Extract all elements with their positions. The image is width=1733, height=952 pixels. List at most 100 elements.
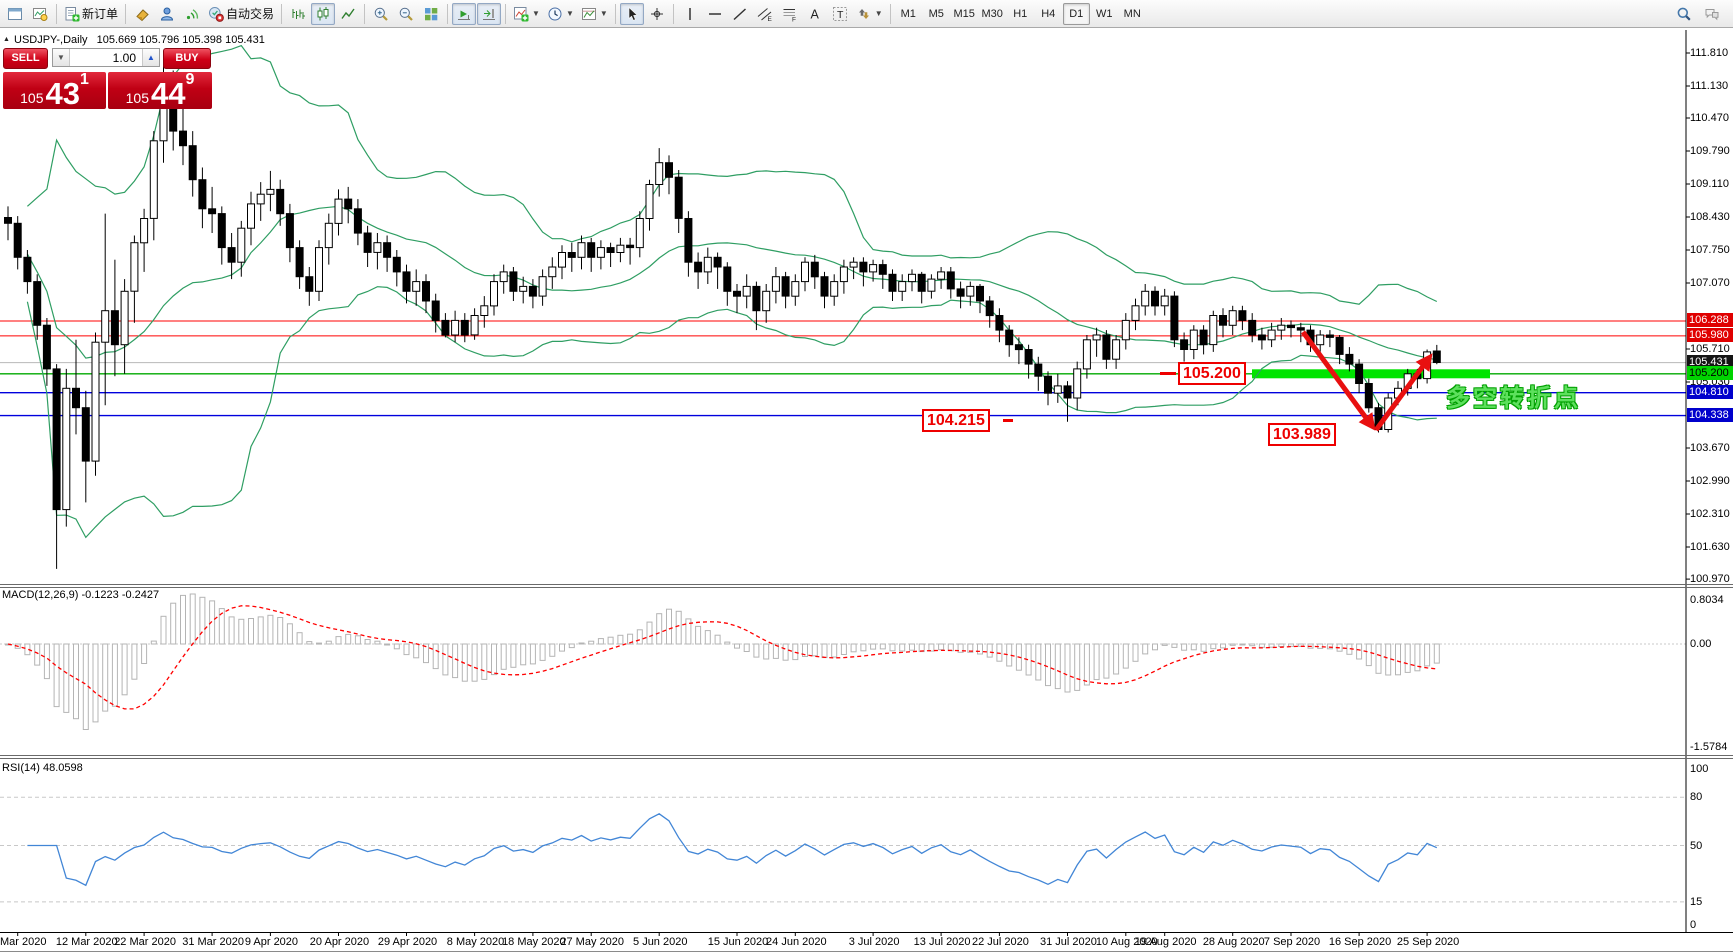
text-label-button[interactable]: T xyxy=(828,3,852,25)
macd-pane-splitter[interactable] xyxy=(0,581,1733,586)
level-105200-dash xyxy=(1160,372,1176,375)
price-axis-badge: 104.810 xyxy=(1687,385,1733,400)
fib: F xyxy=(783,8,796,22)
macd-axis-label: -1.5784 xyxy=(1690,741,1728,753)
chart-menu-icon[interactable]: ▲ xyxy=(3,36,10,43)
timeframe-M15[interactable]: M15 xyxy=(953,7,975,20)
date-axis-label: 9 Apr 2020 xyxy=(244,936,299,948)
fibonacci-button[interactable]: F xyxy=(778,3,802,25)
zoom-out-button[interactable] xyxy=(394,3,418,25)
trendline-button[interactable] xyxy=(728,3,752,25)
sell-price-big: 43 xyxy=(45,76,80,111)
main-toolbar: 新订单 自动交易 ▼ ▼ ▼ E F A T ▼ M1 M5 M15 M30 H1 H4 D1 W1 MN xyxy=(0,0,1733,28)
volume-decrease-button[interactable]: ▼ xyxy=(53,49,70,66)
timeframe-M30[interactable]: M30 xyxy=(981,7,1003,20)
level-label-105200[interactable]: 105.200 xyxy=(1178,362,1246,385)
toolbar-separator xyxy=(56,3,57,24)
macd-indicator-label: MACD(12,26,9) -0.1223 -0.2427 xyxy=(2,589,160,601)
date-axis-label: 19 Aug 2020 xyxy=(1134,936,1197,948)
buy-button[interactable]: BUY xyxy=(163,48,211,69)
date-axis-label: 31 Jul 2020 xyxy=(1040,936,1097,948)
neworder xyxy=(65,6,80,21)
new-order-button[interactable]: 新订单 xyxy=(61,3,121,25)
svg-text:T: T xyxy=(837,9,844,21)
vertical-line-button[interactable] xyxy=(678,3,702,25)
chart-profile-icon[interactable] xyxy=(28,3,52,25)
macd-axis-label: 0.00 xyxy=(1690,638,1712,650)
trend xyxy=(733,7,746,20)
bars xyxy=(292,8,306,19)
timeframe-H4[interactable]: H4 xyxy=(1041,7,1056,20)
signals-icon[interactable] xyxy=(180,3,204,25)
shapes xyxy=(858,8,869,19)
periods-button[interactable]: ▼ xyxy=(544,3,577,25)
price-axis-label: 101.630 xyxy=(1690,541,1730,554)
new-chart-window-icon[interactable] xyxy=(3,3,27,25)
price-axis-label: 109.790 xyxy=(1690,145,1730,158)
candles xyxy=(317,6,329,20)
bar-chart-button[interactable] xyxy=(286,3,310,25)
pivot-note-text[interactable]: 多空转折点 xyxy=(1446,385,1581,412)
price-axis-label: 107.750 xyxy=(1690,244,1730,257)
cursor xyxy=(628,6,638,21)
styler-icon[interactable] xyxy=(130,3,154,25)
auto-trading-button[interactable]: 自动交易 xyxy=(205,3,277,25)
templates-button[interactable]: ▼ xyxy=(578,3,611,25)
chart-region[interactable]: ▲ USDJPY-,Daily 105.669 105.796 105.398 … xyxy=(0,28,1733,951)
toolbar-separator xyxy=(364,3,366,24)
timeframe-D1[interactable]: D1 xyxy=(1062,2,1090,25)
arrows-button[interactable]: ▼ xyxy=(853,3,886,25)
cursor-button[interactable] xyxy=(619,2,644,25)
toolbar-separator xyxy=(125,3,127,24)
date-axis-label: 18 May 2020 xyxy=(502,936,566,948)
hline xyxy=(708,12,721,15)
auto-scroll-button[interactable] xyxy=(452,2,477,25)
line-chart-button[interactable] xyxy=(336,3,360,25)
timeframe-W1[interactable]: W1 xyxy=(1095,7,1113,20)
indicators-button[interactable]: ▼ xyxy=(510,3,543,25)
timeframe-M5[interactable]: M5 xyxy=(928,7,944,20)
rsi-axis-label: 80 xyxy=(1690,791,1703,804)
buy-price-prefix: 105 xyxy=(125,90,149,106)
rsi-axis-label: 100 xyxy=(1690,763,1709,775)
horizontal-line-button[interactable] xyxy=(703,3,727,25)
level-label-103989[interactable]: 103.989 xyxy=(1268,423,1336,446)
chart-shift-button[interactable] xyxy=(477,2,502,25)
timeframe-M1[interactable]: M1 xyxy=(900,7,916,20)
svg-text:E: E xyxy=(767,16,772,22)
date-axis-label: 24 Jun 2020 xyxy=(766,936,827,948)
macd-axis-label: 0.8034 xyxy=(1690,594,1724,606)
shift xyxy=(483,8,496,20)
person xyxy=(161,7,174,20)
equidistant-channel-button[interactable]: E xyxy=(753,3,777,25)
search-icon[interactable] xyxy=(1672,3,1696,25)
candlestick-chart-button[interactable] xyxy=(311,2,336,25)
rsi-pane-splitter[interactable] xyxy=(0,754,1733,759)
rsi-axis-label: 50 xyxy=(1690,839,1703,852)
text-button[interactable]: A xyxy=(803,3,827,25)
win xyxy=(8,7,22,20)
dropdown-arrow-icon: ▼ xyxy=(599,9,608,18)
sell-price-button[interactable]: 105 43 1 xyxy=(3,72,106,109)
zoom-in-button[interactable] xyxy=(369,3,393,25)
timeframe-H1[interactable]: H1 xyxy=(1013,7,1028,20)
timeframe-MN[interactable]: MN xyxy=(1123,7,1141,20)
sell-button[interactable]: SELL xyxy=(3,48,48,69)
sell-price-prefix: 105 xyxy=(20,90,44,106)
level-104215-dash xyxy=(1003,419,1013,422)
chat xyxy=(1705,8,1719,20)
price-axis-badge: 104.338 xyxy=(1687,408,1733,423)
crosshair-button[interactable] xyxy=(645,3,669,25)
level-label-104215[interactable]: 104.215 xyxy=(922,409,990,432)
tiles xyxy=(425,7,438,20)
volume-increase-button[interactable]: ▲ xyxy=(142,49,159,66)
buy-price-button[interactable]: 105 44 9 xyxy=(108,72,212,109)
profiles-icon[interactable] xyxy=(155,3,179,25)
volume-input[interactable] xyxy=(70,49,142,66)
chat-icon[interactable] xyxy=(1700,3,1724,25)
toolbar-separator xyxy=(447,3,449,24)
autoscroll xyxy=(458,10,471,20)
tile-windows-button[interactable] xyxy=(419,3,443,25)
vline xyxy=(689,7,691,20)
